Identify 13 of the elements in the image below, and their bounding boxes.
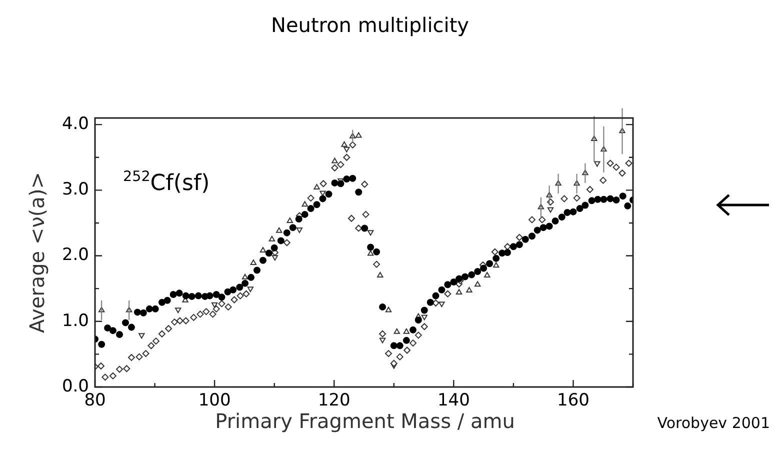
y-tick-label: 1.0 <box>62 310 89 331</box>
chart-title: Neutron multiplicity <box>271 13 470 37</box>
y-tick-label: 2.0 <box>62 245 89 266</box>
text: Vorobyev 2001 <box>657 414 770 432</box>
x-tick-label: 140 <box>437 390 470 411</box>
x-axis-title: Primary Fragment Mass / amu <box>215 409 515 433</box>
x-tick-label: 120 <box>318 390 350 411</box>
x-tick-label: 100 <box>198 390 231 411</box>
x-tick-label: 80 <box>84 390 106 411</box>
y-axis-title: Average <ν(a)> <box>25 172 49 334</box>
y-tick-label: 3.0 <box>62 180 89 200</box>
x-tick-label: 160 <box>556 390 590 411</box>
y-tick-label: 4.0 <box>62 114 89 134</box>
